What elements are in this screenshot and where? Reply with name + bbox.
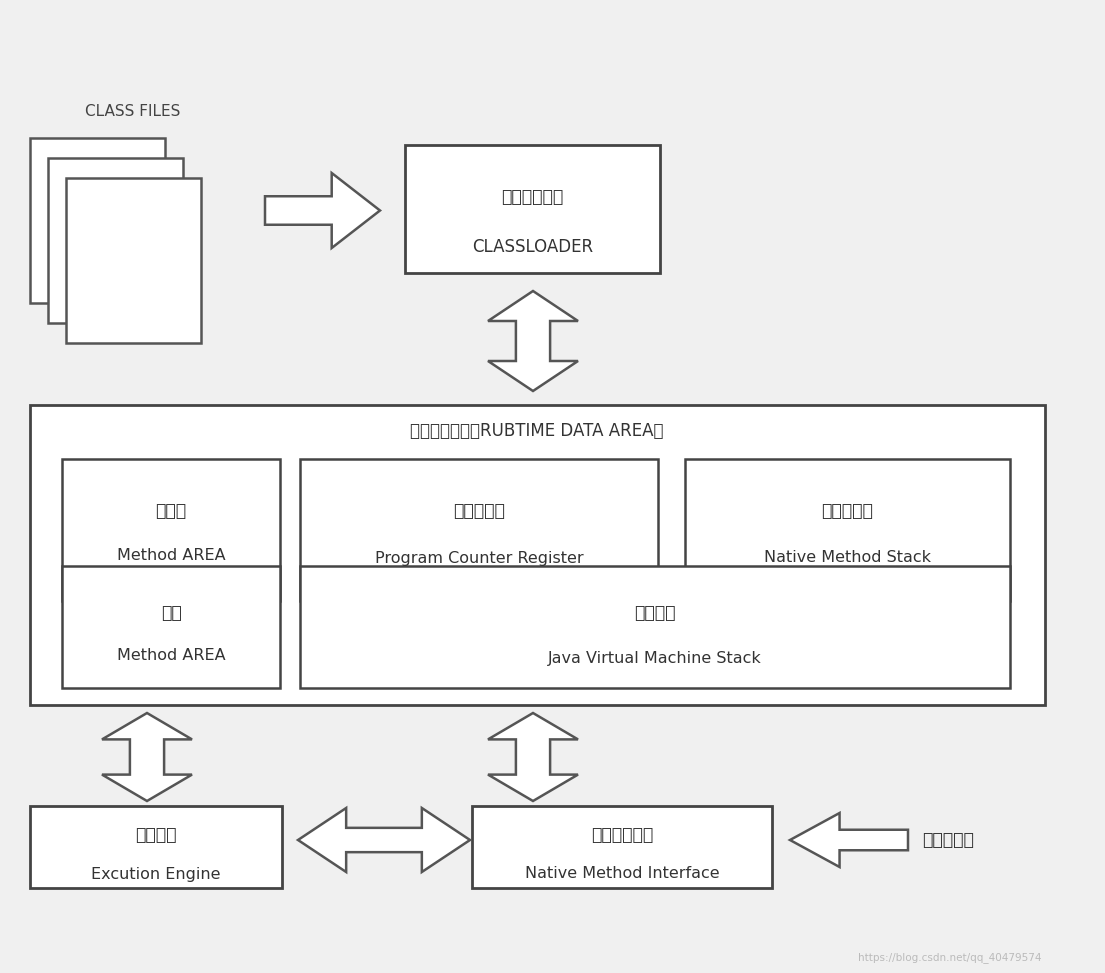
- FancyBboxPatch shape: [299, 459, 657, 601]
- Text: 虚拟机栈: 虚拟机栈: [634, 604, 676, 622]
- FancyBboxPatch shape: [685, 459, 1010, 601]
- FancyBboxPatch shape: [30, 405, 1045, 705]
- Text: 运行时数据区（RUBTIME DATA AREA）: 运行时数据区（RUBTIME DATA AREA）: [410, 422, 664, 440]
- FancyBboxPatch shape: [48, 158, 183, 323]
- FancyBboxPatch shape: [30, 138, 165, 303]
- Text: 类加载子系统: 类加载子系统: [502, 188, 564, 206]
- Text: CLASS FILES: CLASS FILES: [85, 103, 180, 119]
- Polygon shape: [790, 813, 908, 867]
- FancyBboxPatch shape: [66, 178, 201, 343]
- Text: Method AREA: Method AREA: [117, 548, 225, 562]
- Text: Native Method Stack: Native Method Stack: [764, 551, 932, 565]
- Polygon shape: [488, 713, 578, 801]
- Text: Excution Engine: Excution Engine: [92, 867, 221, 882]
- Text: 方法区: 方法区: [156, 502, 187, 520]
- FancyBboxPatch shape: [62, 566, 280, 688]
- FancyBboxPatch shape: [299, 566, 1010, 688]
- FancyBboxPatch shape: [62, 459, 280, 601]
- Text: CLASSLOADER: CLASSLOADER: [472, 238, 593, 256]
- Polygon shape: [298, 808, 470, 872]
- Polygon shape: [265, 173, 380, 248]
- Text: 本地方法栈: 本地方法栈: [821, 502, 873, 520]
- Text: Native Method Interface: Native Method Interface: [525, 867, 719, 882]
- Text: 程序计数器: 程序计数器: [453, 502, 505, 520]
- Text: https://blog.csdn.net/qq_40479574: https://blog.csdn.net/qq_40479574: [859, 953, 1042, 963]
- Text: Java Virtual Machine Stack: Java Virtual Machine Stack: [548, 651, 761, 666]
- Text: 本地方法接口: 本地方法接口: [591, 826, 653, 844]
- Polygon shape: [102, 713, 192, 801]
- Text: 执行引擎: 执行引擎: [135, 826, 177, 844]
- Text: Method AREA: Method AREA: [117, 647, 225, 663]
- FancyBboxPatch shape: [406, 145, 660, 273]
- Text: 本地方法库: 本地方法库: [922, 831, 974, 849]
- Text: 堆区: 堆区: [160, 604, 181, 622]
- FancyBboxPatch shape: [472, 806, 772, 888]
- FancyBboxPatch shape: [30, 806, 282, 888]
- Polygon shape: [488, 291, 578, 391]
- Text: Program Counter Register: Program Counter Register: [375, 551, 583, 565]
